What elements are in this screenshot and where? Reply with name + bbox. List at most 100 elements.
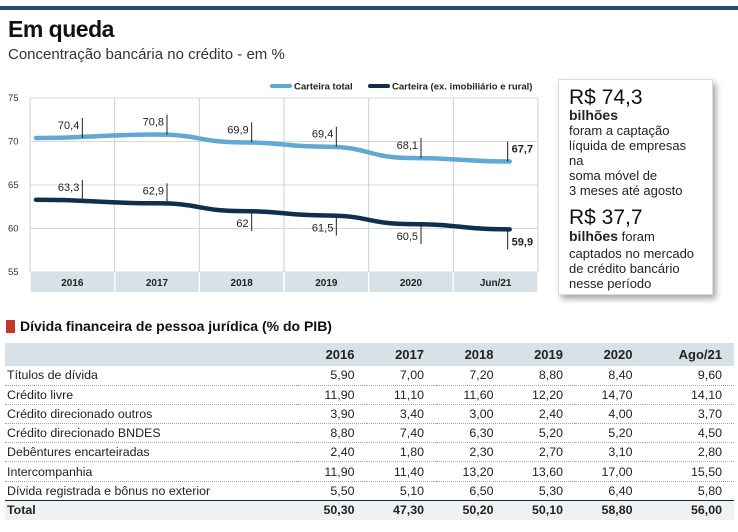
table-row: Debêntures encarteiradas 2,40 1,80 2,30 2,70… [5, 442, 734, 463]
table-row: Títulos de dívida 5,90 7,00 7,20 8,80 8,40 9,6… [5, 366, 734, 386]
row-label: Debêntures encarteiradas [5, 442, 297, 463]
table-heading-text: Dívida financeira de pessoa jurídica (% … [20, 318, 332, 334]
table-cell: 4,00 [575, 404, 645, 425]
column-header-label [5, 343, 297, 366]
table-cell: 8,80 [505, 366, 575, 386]
text-2-line-3: nesse período [569, 276, 652, 291]
text-1-line-3: soma móvel de [569, 168, 658, 183]
table-cell: 2,40 [505, 404, 575, 425]
table-cell: 12,20 [505, 385, 575, 405]
amount-2: R$ 37,7 [569, 206, 643, 229]
table-row: Crédito direcionado BNDES 8,80 7,40 6,30 5,2… [5, 423, 734, 444]
unit-2: bilhões [569, 228, 619, 244]
table-cell: 5,90 [297, 366, 367, 386]
data-label: 70,8 [143, 117, 164, 129]
text-1-line-2: líquida de empresas na [569, 138, 687, 168]
data-label: 62 [236, 218, 248, 230]
x-tick-label: 2020 [400, 278, 423, 289]
table-cell: 11,90 [297, 461, 367, 482]
data-label: 59,9 [512, 236, 533, 248]
total-cell: 47,30 [366, 499, 436, 520]
table-cell: 15,50 [644, 461, 734, 482]
x-tick-label: 2016 [61, 278, 84, 289]
text-1-line-4: 3 meses até agosto [569, 183, 683, 198]
column-header-2016: 2016 [297, 343, 367, 366]
table-cell: 5,20 [575, 423, 645, 444]
line-chart: 75 70 65 60 55 2016 2017 2018 2019 2020 Jun/21 Cart… [8, 82, 539, 292]
table-cell: 8,80 [297, 423, 367, 444]
table-row: Dívida registrada e bônus no exterior 5,5… [5, 481, 734, 501]
chart-subtitle: Concentração bancária no crédito - em % [8, 46, 285, 63]
table-cell: 8,40 [575, 366, 645, 386]
table-cell: 4,50 [644, 423, 734, 444]
text-1-line-1: foram a captação [569, 123, 670, 138]
table-cell: 11,10 [366, 385, 436, 405]
data-label: 68,1 [397, 140, 418, 152]
data-label: 60,5 [397, 231, 418, 243]
column-header-Ago-21: Ago/21 [644, 343, 734, 366]
row-label: Crédito direcionado outros [5, 404, 297, 425]
y-tick-label: 70 [8, 137, 19, 148]
table-cell: 7,20 [436, 366, 506, 386]
column-header-2019: 2019 [505, 343, 575, 366]
data-label: 63,3 [58, 182, 79, 194]
table-cell: 2,80 [644, 442, 734, 463]
legend-label: Carteira total [294, 82, 353, 93]
data-label: 61,5 [312, 222, 333, 234]
table-row: Intercompanhia 11,90 11,40 13,20 13,60 17,00 1… [5, 461, 734, 482]
amount-1: R$ 74,3 [569, 86, 643, 109]
column-header-2017: 2017 [366, 343, 436, 366]
highlight-box: R$ 74,3 bilhões foram a captação líquida… [558, 79, 713, 295]
table-cell: 5,80 [644, 481, 734, 501]
data-label: 67,7 [512, 144, 533, 156]
table-row: Crédito direcionado outros 3,90 3,40 3,00 2,… [5, 404, 734, 425]
total-row: Total 50,30 47,30 50,20 50,10 58,80 56,00 [5, 499, 734, 520]
total-label: Total [5, 499, 297, 520]
text-2-line-1: captados no mercado [569, 246, 695, 261]
total-cell: 50,30 [297, 499, 367, 520]
y-tick-label: 60 [8, 224, 19, 235]
x-tick-label: 2017 [146, 278, 169, 289]
x-tick-label: 2019 [315, 278, 338, 289]
row-label: Dívida registrada e bônus no exterior [5, 481, 297, 501]
row-label: Crédito direcionado BNDES [5, 423, 297, 444]
total-cell: 58,80 [575, 499, 645, 520]
table-cell: 5,50 [297, 481, 367, 501]
table-cell: 5,20 [505, 423, 575, 444]
total-cell: 50,10 [505, 499, 575, 520]
table-cell: 3,70 [644, 404, 734, 425]
table-cell: 11,90 [297, 385, 367, 405]
y-tick-label: 65 [8, 180, 19, 191]
table-cell: 6,50 [436, 481, 506, 501]
table-cell: 3,40 [366, 404, 436, 425]
table-cell: 2,30 [436, 442, 506, 463]
data-label: 62,9 [143, 185, 164, 197]
unit-2-suffix: foram [618, 229, 655, 244]
total-cell: 50,20 [436, 499, 506, 520]
table-row: Crédito livre 11,90 11,10 11,60 12,20 14,70 14… [5, 385, 734, 405]
x-tick-label: 2018 [231, 278, 254, 289]
table-cell: 1,80 [366, 442, 436, 463]
table-cell: 7,00 [366, 366, 436, 386]
column-header-2020: 2020 [575, 343, 645, 366]
table-cell: 11,40 [366, 461, 436, 482]
table-cell: 11,60 [436, 385, 506, 405]
table-cell: 7,40 [366, 423, 436, 444]
legend-label: Carteira (ex. imobiliário e rural) [392, 82, 532, 93]
data-label: 70,4 [58, 120, 79, 132]
table-cell: 17,00 [575, 461, 645, 482]
row-label: Intercompanhia [5, 461, 297, 482]
x-tick-label: Jun/21 [480, 278, 512, 289]
table-cell: 2,40 [297, 442, 367, 463]
top-rule [0, 6, 738, 10]
row-label: Títulos de dívida [5, 366, 297, 386]
table-cell: 14,70 [575, 385, 645, 405]
total-cell: 56,00 [644, 499, 734, 520]
table-cell: 3,90 [297, 404, 367, 425]
table-cell: 3,00 [436, 404, 506, 425]
y-tick-label: 55 [8, 267, 19, 278]
row-label: Crédito livre [5, 385, 297, 405]
table-cell: 3,10 [575, 442, 645, 463]
table-cell: 2,70 [505, 442, 575, 463]
debt-table: 2016 2017 2018 2019 2020 Ago/21 Títulos de dí… [5, 343, 734, 520]
